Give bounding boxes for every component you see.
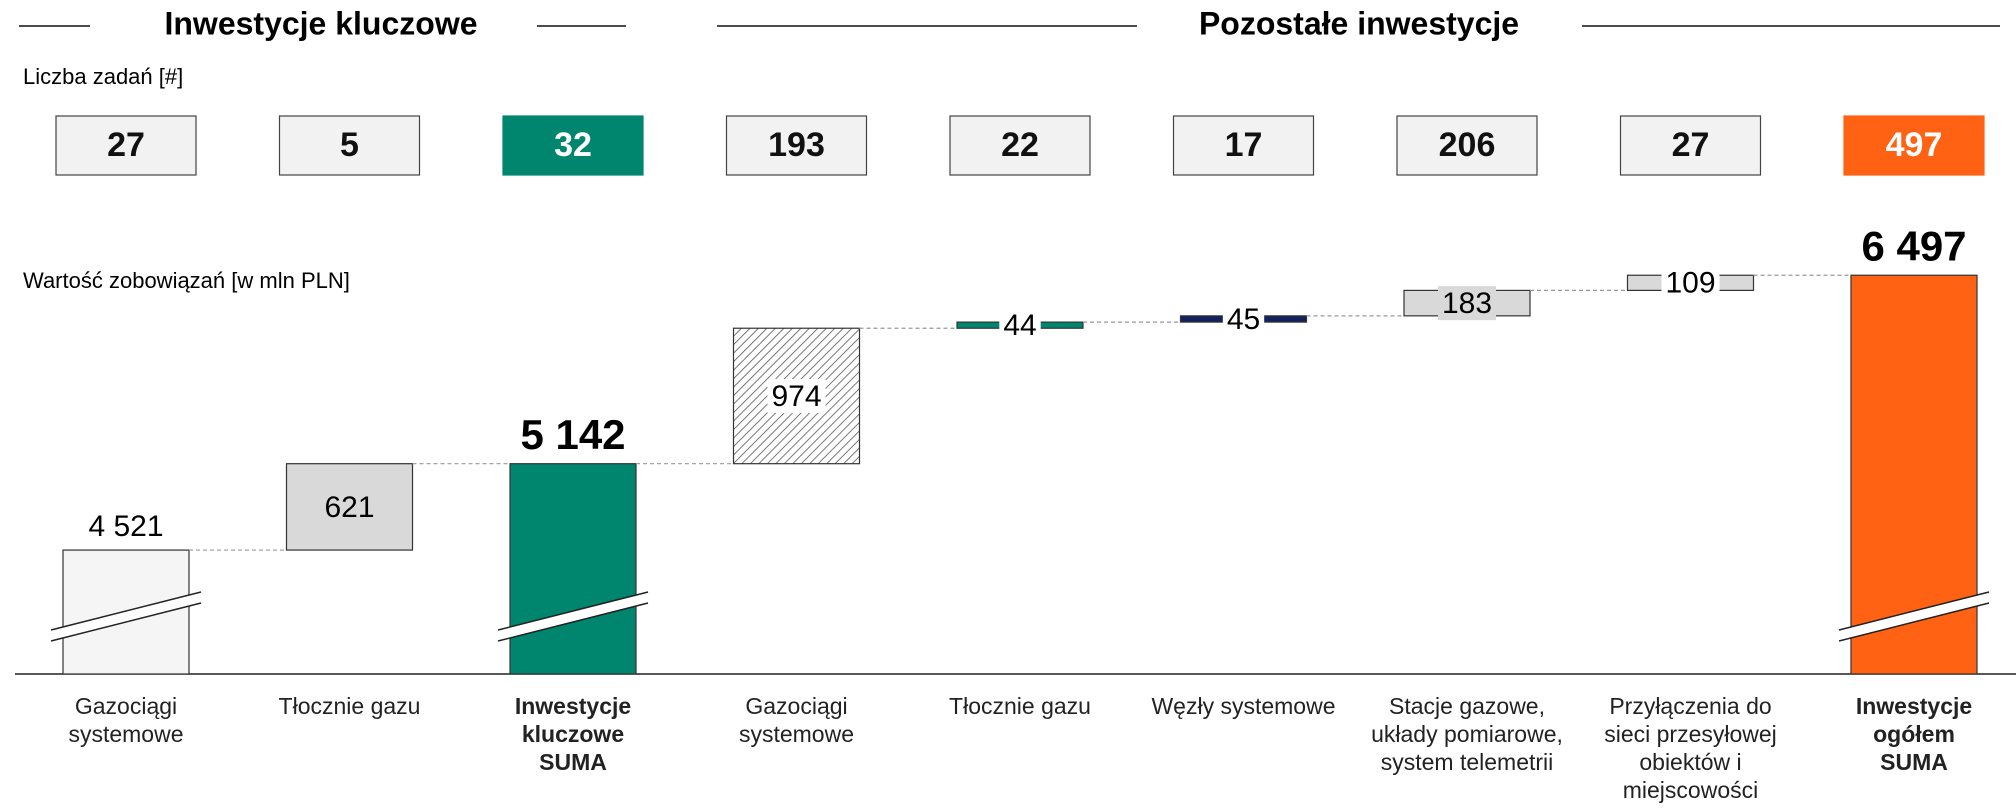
count-value: 17: [1225, 126, 1263, 164]
x-tick-label: Węzły systemowe: [1151, 693, 1336, 719]
count-box: [502, 115, 644, 176]
count-box: [949, 115, 1091, 176]
value-label: 5 142: [520, 411, 625, 458]
header-title: Inwestycje kluczowe: [164, 5, 477, 41]
count-box: [55, 115, 197, 176]
axis-break-edge: [50, 602, 202, 642]
count-value: 27: [107, 126, 145, 164]
count-box: [278, 115, 421, 176]
axis-break-edge: [1838, 602, 1990, 642]
x-tick-label: Gazociągi systemowe: [738, 693, 855, 747]
count-value: 22: [1001, 126, 1039, 164]
value-label: 44: [1003, 309, 1036, 342]
value-label: 183: [1442, 287, 1492, 320]
x-tick-label: Gazociągi systemowe: [68, 693, 184, 747]
value-label-bg: [1437, 286, 1497, 321]
x-tick-label: Inwestycje kluczowe SUMA: [514, 693, 632, 775]
count-value: 497: [1886, 126, 1943, 164]
value-label: 974: [771, 380, 821, 413]
count-value: 27: [1672, 126, 1710, 164]
x-tick-label: Inwestycje ogółem SUMA: [1855, 693, 1973, 775]
axis-break: [1839, 592, 1989, 641]
axis-label: Wartość zobowiązań [w mln PLN]: [23, 268, 350, 293]
value-label: 6 497: [1861, 222, 1966, 269]
value-label: 4 521: [88, 510, 163, 543]
axis-break-edge: [1838, 591, 1990, 631]
value-label-bg: [1222, 301, 1265, 336]
value-label: 45: [1227, 303, 1260, 336]
count-value: 5: [340, 126, 359, 164]
count-box: [1619, 115, 1762, 176]
axis-break-edge: [50, 591, 202, 631]
count-value: 193: [768, 126, 825, 164]
value-label-bg: [1661, 265, 1720, 300]
count-value: 32: [554, 126, 592, 164]
count-box: [1172, 115, 1315, 176]
x-tick-label: Przyłączenia do sieci przesyłowej obiekt…: [1604, 693, 1777, 803]
count-box: [725, 115, 868, 176]
axis-break-edge: [497, 602, 649, 642]
x-tick-label: Tłocznie gazu: [278, 693, 421, 719]
count-box: [1843, 115, 1985, 176]
x-tick-label: Tłocznie gazu: [949, 693, 1091, 719]
value-label-bg: [999, 308, 1041, 343]
axis-break: [498, 592, 648, 641]
value-label: 109: [1665, 267, 1715, 300]
bar: [509, 463, 637, 675]
axis-break: [51, 592, 201, 641]
count-box: [1396, 115, 1538, 176]
x-tick-label: Stacje gazowe, układy pomiarowe, system …: [1371, 693, 1563, 775]
value-label-bg: [767, 378, 826, 413]
count-value: 206: [1439, 126, 1496, 164]
counts-label: Liczba zadań [#]: [23, 64, 183, 89]
axis-break-edge: [497, 591, 649, 631]
header-title: Pozostałe inwestycje: [1199, 5, 1519, 41]
value-label-bg: [320, 489, 379, 524]
value-label: 621: [324, 491, 374, 524]
